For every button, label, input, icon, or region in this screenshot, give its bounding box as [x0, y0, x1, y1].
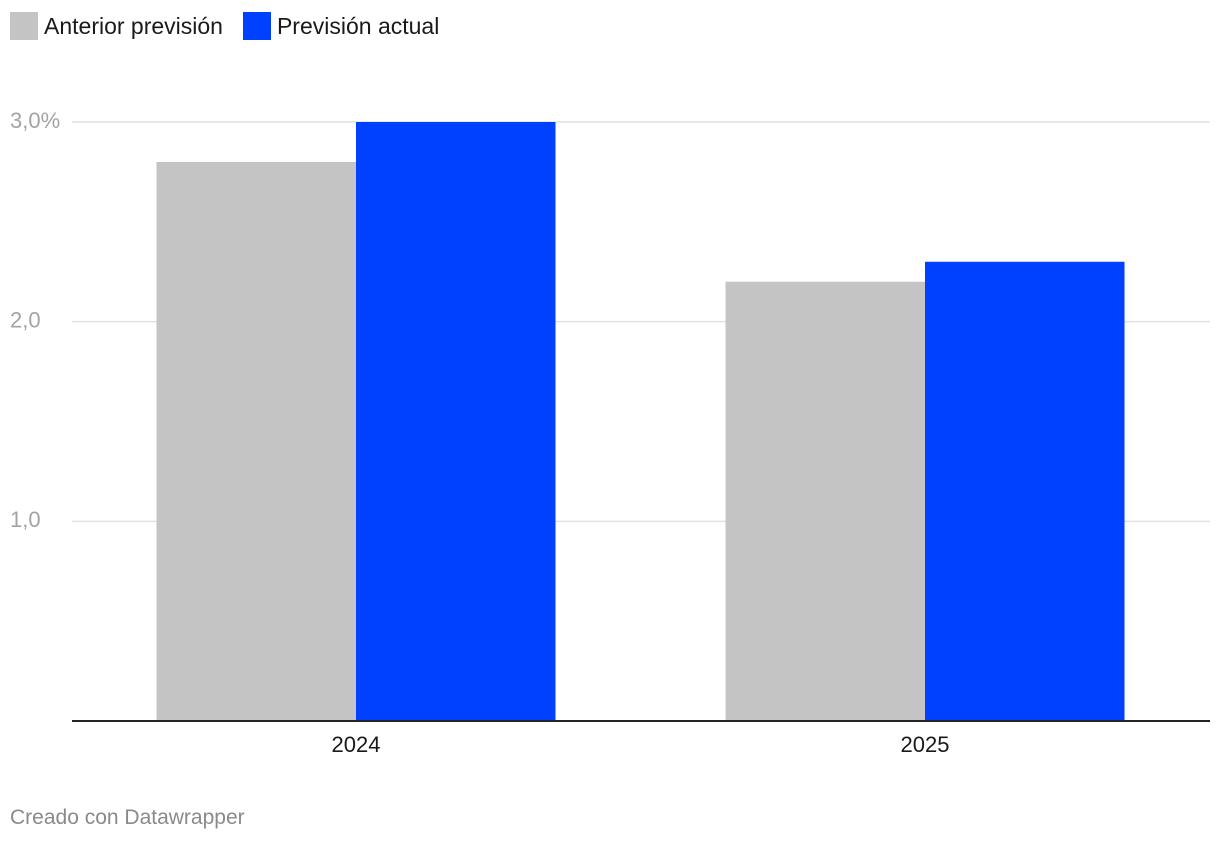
x-tick-label-2024: 2024: [332, 732, 381, 757]
legend-swatch-anterior-prevision: [10, 12, 38, 40]
y-tick-label-0: 1,0: [10, 507, 41, 532]
x-tick-label-2025: 2025: [901, 732, 950, 757]
bar-2024-series-1: [356, 122, 556, 721]
legend-label-anterior-prevision: Anterior previsión: [44, 12, 223, 39]
credit-text: Creado con Datawrapper: [10, 806, 245, 829]
bar-2025-series-1: [925, 261, 1125, 721]
legend-item-prevision-actual: Previsión actual: [242, 12, 440, 40]
bar-chart: 1,0 2,0 3,0% 2024 2025: [10, 108, 1210, 757]
bar-2025-series-0: [725, 281, 925, 721]
legend-swatch-prevision-actual: [242, 12, 271, 40]
legend-label-prevision-actual: Previsión actual: [276, 12, 440, 39]
y-tick-label-1: 2,0: [10, 307, 41, 332]
bar-2024-series-0: [156, 161, 356, 721]
legend-item-anterior-prevision: Anterior previsión: [10, 12, 223, 40]
chart-legend: Anterior previsión Previsión actual: [10, 12, 439, 40]
y-tick-label-2: 3,0%: [10, 108, 60, 133]
